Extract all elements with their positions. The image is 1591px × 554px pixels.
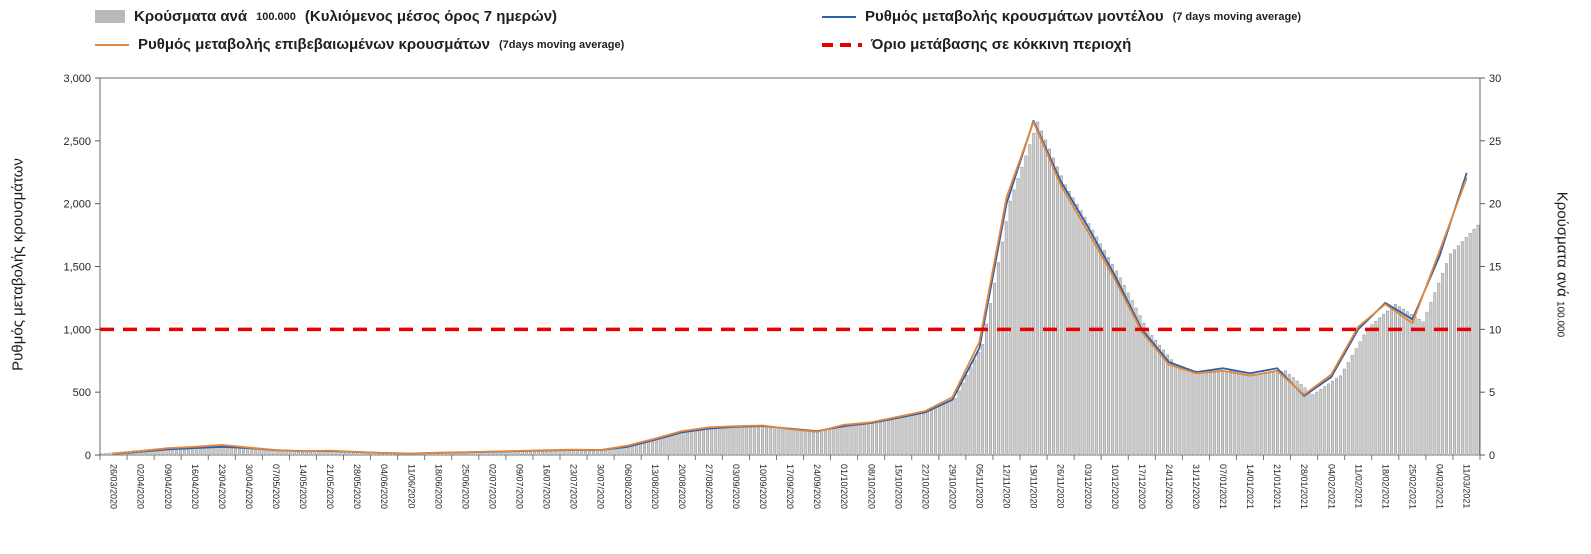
svg-text:23/04/2020: 23/04/2020 — [217, 464, 227, 509]
svg-text:29/10/2020: 29/10/2020 — [947, 464, 957, 509]
svg-text:18/06/2020: 18/06/2020 — [433, 464, 443, 509]
svg-text:11/06/2020: 11/06/2020 — [406, 464, 416, 508]
svg-text:30: 30 — [1489, 73, 1501, 85]
svg-text:10/09/2020: 10/09/2020 — [758, 464, 768, 509]
svg-text:2,500: 2,500 — [63, 136, 91, 148]
svg-text:21/01/2021: 21/01/2021 — [1272, 464, 1282, 509]
svg-text:01/10/2020: 01/10/2020 — [839, 464, 849, 509]
svg-text:04/03/2021: 04/03/2021 — [1435, 464, 1445, 509]
red-dash-swatch — [822, 42, 862, 47]
legend-item-model-line: Ρυθμός μεταβολής κρουσμάτων μοντέλου (7 … — [822, 8, 1301, 25]
svg-text:17/09/2020: 17/09/2020 — [785, 464, 795, 509]
svg-text:24/09/2020: 24/09/2020 — [812, 464, 822, 509]
svg-text:15: 15 — [1489, 262, 1501, 274]
legend-item-red-threshold: Όριο μετάβασης σε κόκκινη περιοχή — [822, 36, 1131, 53]
svg-text:25: 25 — [1489, 136, 1501, 148]
svg-text:07/05/2020: 07/05/2020 — [271, 464, 281, 509]
svg-text:30/07/2020: 30/07/2020 — [596, 464, 606, 509]
x-axis: 26/03/2020 02/04/2020 09/04/2020 16/04/2020… — [99, 455, 1481, 509]
svg-text:04/06/2020: 04/06/2020 — [379, 464, 389, 509]
svg-text:21/05/2020: 21/05/2020 — [325, 464, 335, 509]
svg-text:16/07/2020: 16/07/2020 — [542, 464, 552, 509]
svg-text:16/04/2020: 16/04/2020 — [190, 464, 200, 509]
svg-text:27/08/2020: 27/08/2020 — [704, 464, 714, 509]
left-axis: 0 500 1,000 1,500 2,000 2,500 3,000 — [63, 73, 100, 462]
svg-text:25/06/2020: 25/06/2020 — [460, 464, 470, 509]
svg-text:10/12/2020: 10/12/2020 — [1110, 464, 1120, 509]
legend-label-small: (7 days moving average) — [1172, 10, 1301, 23]
svg-text:11/02/2021: 11/02/2021 — [1353, 464, 1363, 508]
svg-text:20/08/2020: 20/08/2020 — [677, 464, 687, 509]
svg-text:14/01/2021: 14/01/2021 — [1245, 464, 1255, 509]
svg-text:14/05/2020: 14/05/2020 — [298, 464, 308, 509]
legend-label-small: (7days moving average) — [498, 38, 625, 51]
svg-text:2,000: 2,000 — [63, 199, 91, 211]
svg-text:22/10/2020: 22/10/2020 — [920, 464, 930, 509]
svg-text:02/04/2020: 02/04/2020 — [136, 464, 146, 509]
svg-text:0: 0 — [85, 450, 91, 462]
bar-swatch — [95, 10, 125, 23]
svg-text:09/04/2020: 09/04/2020 — [163, 464, 173, 509]
svg-text:15/10/2020: 15/10/2020 — [893, 464, 903, 509]
svg-text:07/01/2021: 07/01/2021 — [1218, 464, 1228, 509]
confirmed-line — [112, 121, 1468, 455]
svg-text:500: 500 — [73, 387, 91, 399]
legend-item-confirmed-line: Ρυθμός μεταβολής επιβεβαιωμένων κρουσμάτ… — [95, 36, 624, 53]
svg-text:08/10/2020: 08/10/2020 — [866, 464, 876, 509]
line-series — [112, 119, 1468, 455]
legend-label: Ρυθμός μεταβολής επιβεβαιωμένων κρουσμάτ… — [138, 36, 490, 53]
svg-text:28/05/2020: 28/05/2020 — [352, 464, 362, 509]
svg-text:04/02/2021: 04/02/2021 — [1326, 464, 1336, 509]
svg-text:12/11/2020: 12/11/2020 — [1002, 464, 1012, 508]
orange-line-swatch — [95, 43, 129, 46]
svg-text:20: 20 — [1489, 199, 1501, 211]
svg-text:17/12/2020: 17/12/2020 — [1137, 464, 1147, 509]
svg-text:19/11/2020: 19/11/2020 — [1029, 464, 1039, 508]
legend-label: Ρυθμός μεταβολής κρουσμάτων μοντέλου — [865, 8, 1164, 25]
legend-label-small: 100.000 — [256, 10, 296, 23]
svg-text:26/11/2020: 26/11/2020 — [1056, 464, 1066, 508]
svg-text:02/07/2020: 02/07/2020 — [487, 464, 497, 509]
right-axis: 0 5 10 15 20 25 30 — [1480, 73, 1501, 462]
legend-label-rest: (Κυλιόμενος μέσος όρος 7 ημερών) — [304, 8, 558, 25]
blue-line-swatch — [822, 15, 856, 18]
svg-text:24/12/2020: 24/12/2020 — [1164, 464, 1174, 509]
svg-text:23/07/2020: 23/07/2020 — [569, 464, 579, 509]
legend-label: Κρούσματα ανά — [134, 8, 248, 25]
svg-text:31/12/2020: 31/12/2020 — [1191, 464, 1201, 509]
svg-text:06/08/2020: 06/08/2020 — [623, 464, 633, 509]
svg-text:03/12/2020: 03/12/2020 — [1083, 464, 1093, 509]
svg-text:09/07/2020: 09/07/2020 — [515, 464, 525, 509]
svg-text:28/01/2021: 28/01/2021 — [1299, 464, 1309, 509]
svg-text:1,000: 1,000 — [63, 324, 91, 336]
svg-text:18/02/2021: 18/02/2021 — [1380, 464, 1390, 509]
svg-text:0: 0 — [1489, 450, 1495, 462]
legend-item-cases-bars: Κρούσματα ανά 100.000 (Κυλιόμενος μέσος … — [95, 8, 557, 25]
model-line — [112, 119, 1468, 455]
svg-text:11/03/2021: 11/03/2021 — [1462, 464, 1472, 508]
bars-series — [100, 121, 1480, 456]
legend-label: Όριο μετάβασης σε κόκκινη περιοχή — [871, 36, 1132, 53]
svg-text:10: 10 — [1489, 324, 1501, 336]
svg-text:1,500: 1,500 — [63, 262, 91, 274]
svg-text:3,000: 3,000 — [63, 73, 91, 85]
svg-text:26/03/2020: 26/03/2020 — [109, 464, 119, 509]
svg-text:05/11/2020: 05/11/2020 — [975, 464, 985, 508]
svg-text:30/04/2020: 30/04/2020 — [244, 464, 254, 509]
svg-text:03/09/2020: 03/09/2020 — [731, 464, 741, 509]
svg-text:25/02/2021: 25/02/2021 — [1407, 464, 1417, 509]
svg-text:13/08/2020: 13/08/2020 — [650, 464, 660, 509]
svg-text:5: 5 — [1489, 387, 1495, 399]
